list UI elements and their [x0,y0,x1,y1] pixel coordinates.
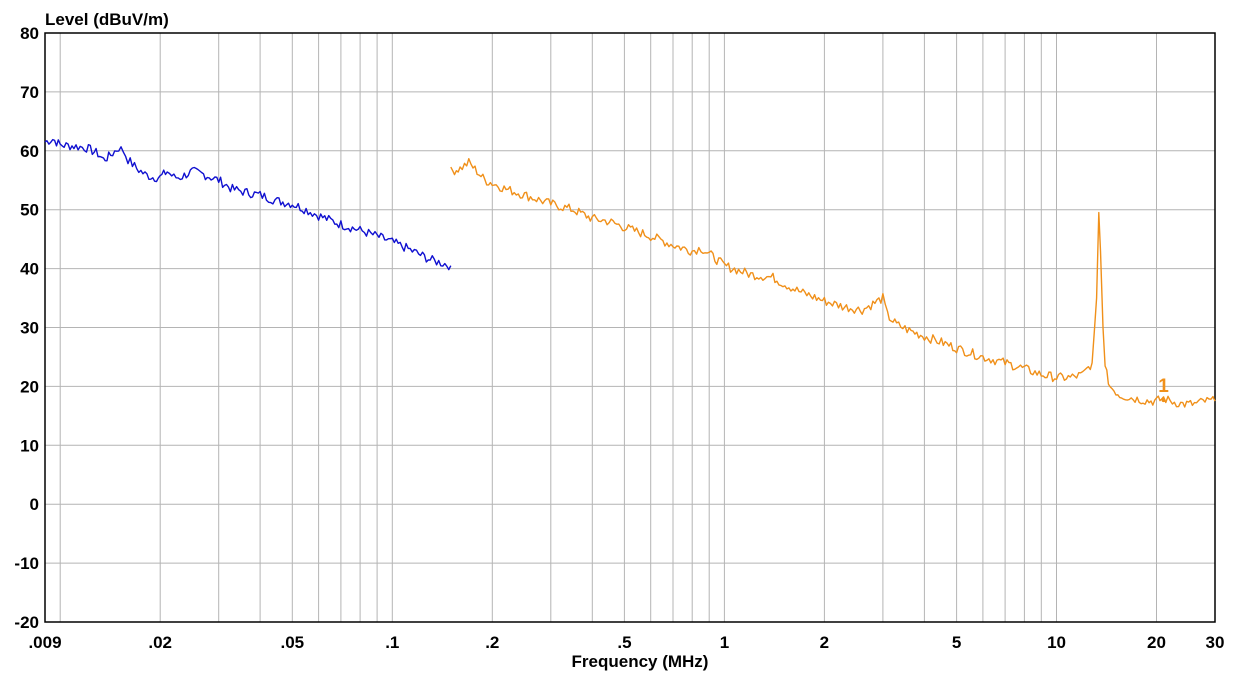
x-tick-label: .05 [281,633,305,652]
y-tick-label: 70 [20,83,39,102]
x-tick-label: 2 [820,633,829,652]
x-tick-label: 20 [1147,633,1166,652]
y-tick-labels: 80 70 60 50 40 30 20 10 0 -10 -20 [14,24,39,632]
x-tick-label: 30 [1206,633,1225,652]
plot-frame [44,32,1216,623]
series-group [44,138,1216,408]
y-tick-label: 60 [20,142,39,161]
x-tick-label: .02 [148,633,172,652]
x-tick-label: .5 [617,633,631,652]
y-tick-label: 30 [20,319,39,338]
y-tick-label: 20 [20,377,39,396]
y-tick-label: 10 [20,436,39,455]
y-axis-title: Level (dBuV/m) [45,10,169,29]
y-tick-label: 50 [20,201,39,220]
x-tick-label: 1 [720,633,729,652]
x-axis-title: Frequency (MHz) [572,652,709,671]
x-tick-label: .009 [28,633,61,652]
marker-label: 1 [1158,376,1169,397]
x-tick-label: .2 [485,633,499,652]
x-tick-label: 5 [952,633,961,652]
y-tick-label: 0 [30,495,39,514]
y-tick-label: -20 [14,613,39,632]
marker-point [1161,398,1166,403]
x-tick-label: 10 [1047,633,1066,652]
annotations: 1 [1158,376,1169,403]
series-line-1 [44,138,452,271]
y-tick-label: -10 [14,554,39,573]
series-line-2 [450,157,1216,408]
grid [44,32,1216,623]
x-tick-labels: .009 .02 .05 .1 .2 .5 1 2 5 10 20 30 [28,633,1224,652]
x-tick-label: .1 [385,633,399,652]
y-tick-label: 80 [20,24,39,43]
y-tick-label: 40 [20,260,39,279]
